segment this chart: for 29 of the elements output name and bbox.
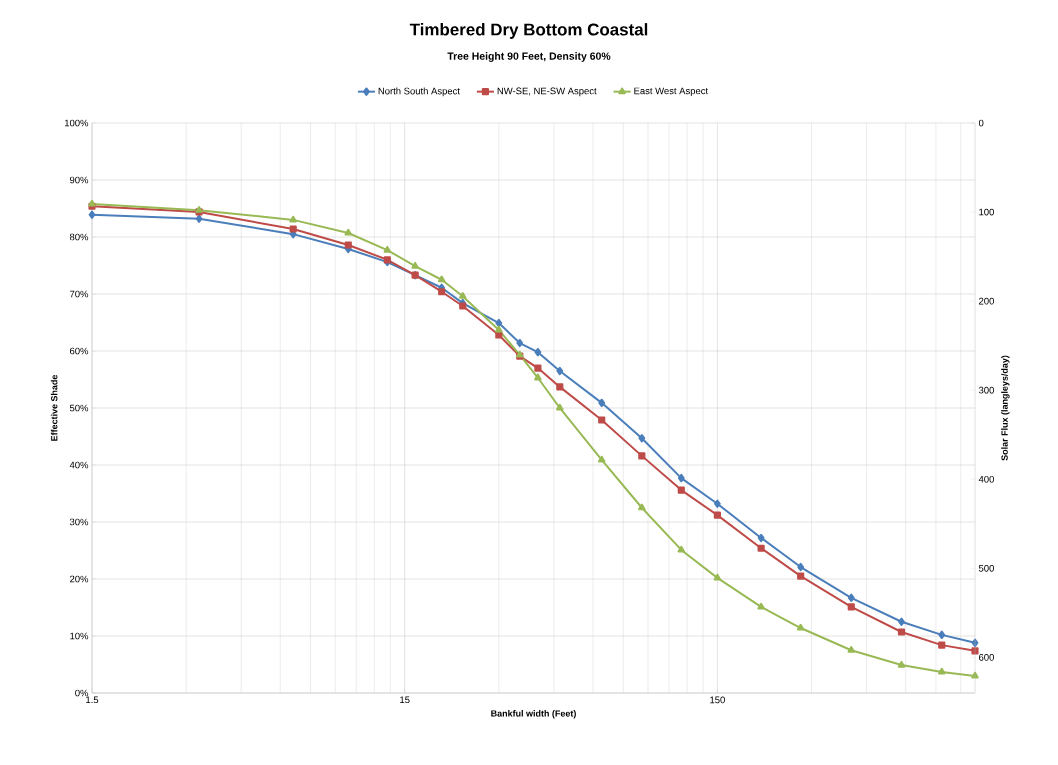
y-tick-label: 50% (69, 404, 89, 412)
y2-tick-label: 600 (979, 654, 994, 661)
y-tick-label: 0% (75, 689, 89, 697)
chart-title: Timbered Dry Bottom Coastal (409, 23, 648, 39)
x-tick-label: 15 (400, 696, 410, 704)
y2-tick-label: 0 (978, 119, 984, 127)
y-tick-label: 20% (70, 575, 89, 583)
y2-tick-label: 500 (978, 564, 994, 572)
x-axis-title: Bankful width (Feet) (491, 710, 576, 719)
y-tick-label: 70% (70, 290, 89, 298)
y2-tick-label: 100 (979, 208, 994, 216)
x-tick-label: 150 (710, 696, 725, 704)
y2-tick-label: 300 (978, 386, 994, 394)
y-tick-label: 10% (70, 632, 89, 640)
chart-subtitle: Tree Height 90 Feet, Density 60% (447, 52, 611, 62)
y-tick-label: 80% (69, 233, 89, 241)
y-tick-label: 30% (69, 518, 89, 526)
y2-tick-label: 200 (979, 297, 994, 305)
legend-label: NW-SE, NE-SW Aspect (497, 87, 597, 97)
y-tick-label: 90% (69, 176, 89, 184)
y-tick-label: 40% (69, 461, 89, 469)
y2-tick-label: 400 (978, 475, 994, 483)
y-tick-label: 60% (70, 347, 89, 355)
legend-label: North South Aspect (378, 87, 460, 97)
x-tick-label: 1.5 (86, 696, 99, 704)
y2-axis-title: Solar Flux (langleys/day) (1001, 355, 1010, 461)
legend-label: East West Aspect (634, 87, 709, 97)
y-axis-title: Effective Shade (50, 374, 58, 441)
y-tick-label: 100% (64, 119, 89, 127)
